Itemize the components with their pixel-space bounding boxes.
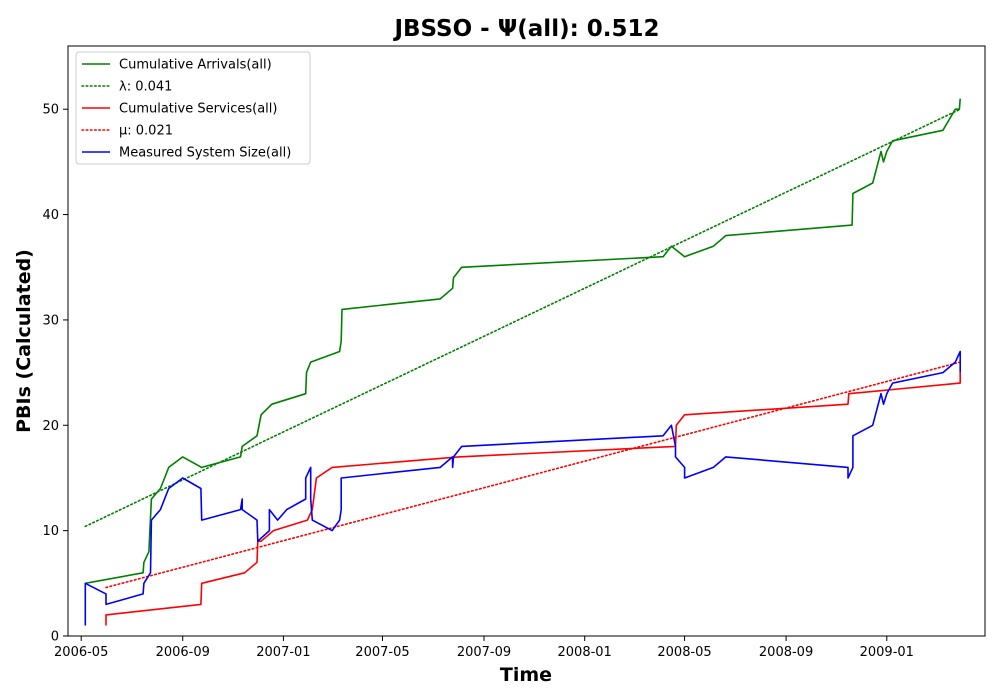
x-tick-label: 2008-01 <box>558 645 612 660</box>
x-axis-title: Time <box>500 664 552 686</box>
y-tick-label: 30 <box>42 313 59 328</box>
y-tick-label: 10 <box>42 524 59 539</box>
x-tick-label: 2009-01 <box>860 645 914 660</box>
y-tick-label: 0 <box>51 630 59 645</box>
series-line-2 <box>84 108 962 528</box>
x-tick-label: 2006-05 <box>54 645 108 660</box>
x-tick-label: 2006-09 <box>156 645 210 660</box>
y-axis: 0 10 20 30 40 50 <box>42 103 68 645</box>
y-axis-title: PBIs (Calculated) <box>13 249 35 433</box>
plot-area <box>84 98 962 626</box>
x-tick-label: 2007-05 <box>355 645 409 660</box>
legend-label: Measured System Size(all) <box>119 146 291 161</box>
legend-label: Cumulative Services(all) <box>119 102 277 117</box>
x-tick-label: 2008-09 <box>759 645 813 660</box>
series-line-1 <box>85 98 961 585</box>
x-tick-label: 2008-05 <box>657 645 711 660</box>
series-line-4 <box>105 361 962 589</box>
legend-label: λ: 0.041 <box>119 80 172 95</box>
x-tick-label: 2007-09 <box>457 645 511 660</box>
plot-frame <box>67 45 986 637</box>
x-tick-label: 2007-01 <box>256 645 310 660</box>
y-tick-label: 50 <box>42 103 59 118</box>
y-tick-label: 40 <box>42 208 59 223</box>
y-tick-label: 20 <box>42 419 59 434</box>
chart-title: JBSSO - Ψ(all): 0.512 <box>392 16 659 42</box>
legend-label: μ: 0.021 <box>119 124 173 139</box>
x-axis: 2006-05 2006-09 2007-01 2007-05 2007-09 2008-… <box>54 636 914 660</box>
legend-box <box>75 51 311 165</box>
legend: Cumulative Arrivals(all) λ: 0.041 Cumulati… <box>75 51 311 165</box>
series-line-5 <box>84 350 962 626</box>
legend-label: Cumulative Arrivals(all) <box>119 58 272 73</box>
